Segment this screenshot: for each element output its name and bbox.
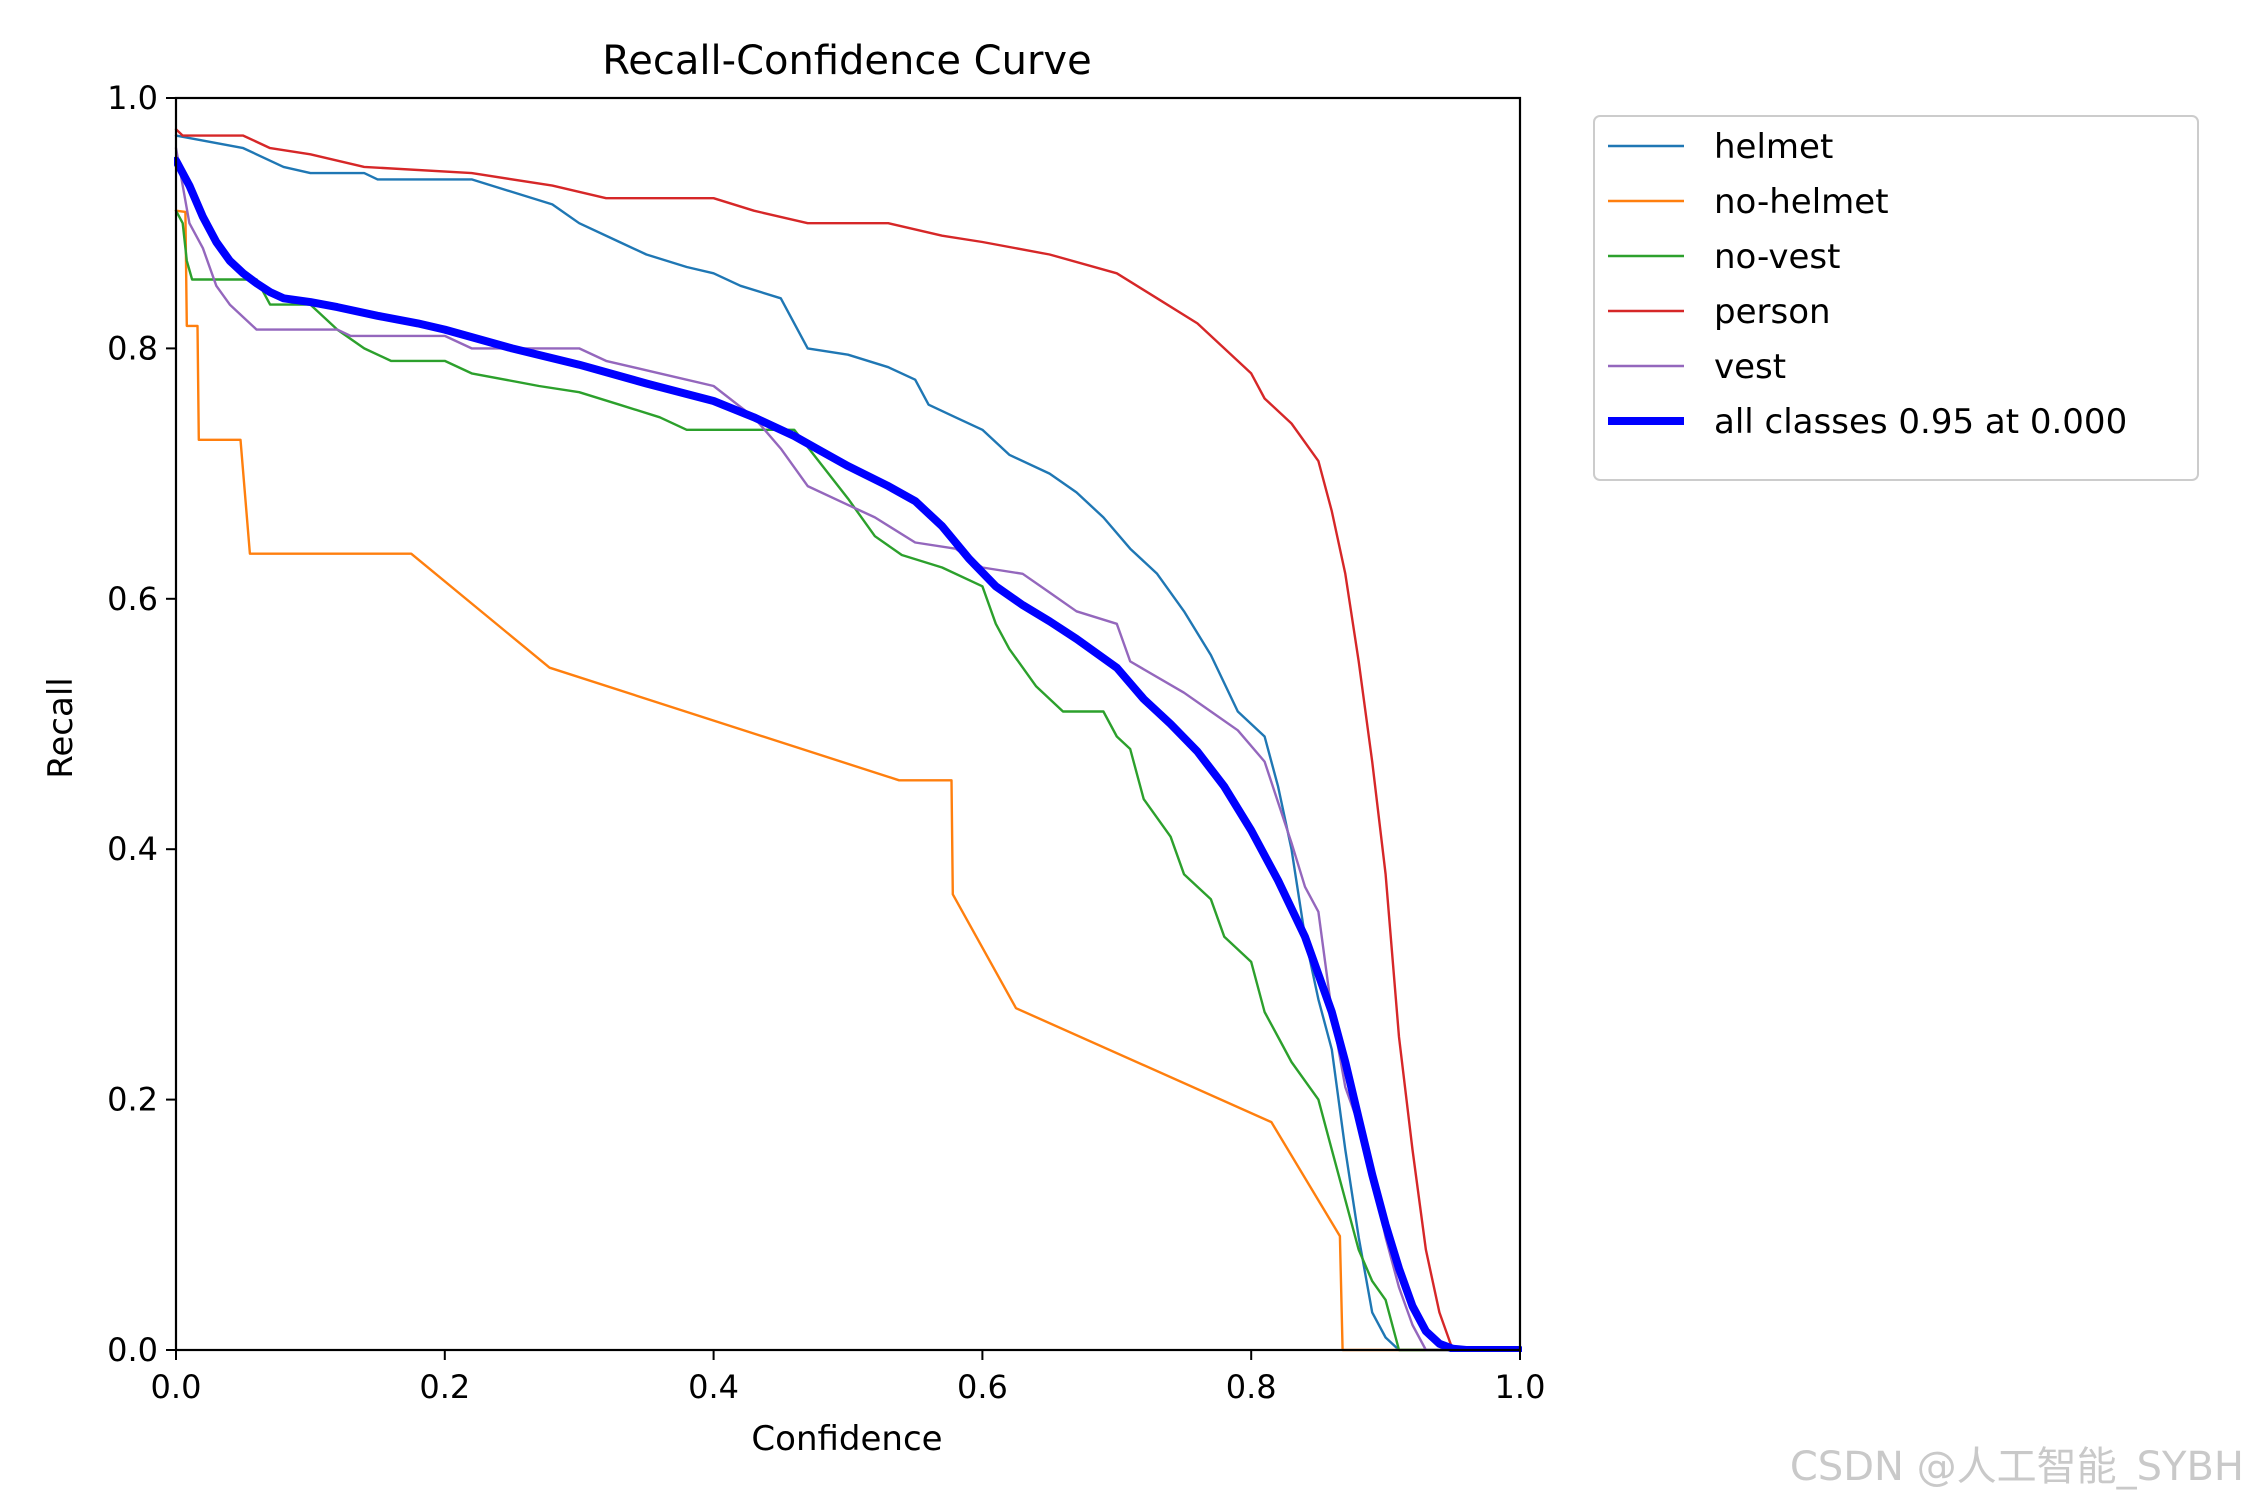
y-tick-label: 0.0: [107, 1331, 158, 1369]
y-tick-label: 1.0: [107, 79, 158, 117]
y-tick-label: 0.2: [107, 1081, 158, 1119]
legend-box: [1593, 115, 2199, 481]
legend-label-1: no-helmet: [1714, 182, 1889, 222]
legend-label-3: person: [1714, 292, 1831, 332]
legend: helmet no-helmet no-vest person vest all clas…: [1593, 115, 2199, 481]
legend-label-5: all classes 0.95 at 0.000: [1714, 402, 2127, 442]
x-tick-label: 0.0: [151, 1368, 202, 1406]
x-axis-label: Confidence: [751, 1419, 942, 1459]
watermark: CSDN @人工智能_SYBH: [1789, 1444, 2244, 1490]
chart-title: Recall-Confidence Curve: [602, 38, 1091, 84]
legend-label-0: helmet: [1714, 127, 1833, 167]
series-line-3: [174, 128, 1522, 1352]
plot-frame: [174, 96, 1522, 1352]
series-line-4: [174, 146, 1522, 1352]
x-tick-label: 0.8: [1226, 1368, 1277, 1406]
x-tick-label: 0.2: [419, 1368, 470, 1406]
legend-label-4: vest: [1714, 347, 1786, 387]
y-tick-label: 0.6: [107, 580, 158, 618]
y-axis-label: Recall: [41, 677, 81, 778]
series-layer: [174, 128, 1522, 1352]
x-tick-label: 0.6: [957, 1368, 1008, 1406]
x-tick-label: 1.0: [1495, 1368, 1546, 1406]
y-tick-label: 0.4: [107, 830, 158, 868]
axes-layer: 0.0 0.2 0.4 0.6 0.8 1.0 0.0 0.2 0.4 0.6 0.8 1.0: [107, 79, 1545, 1406]
series-line-5: [174, 156, 1522, 1352]
series-line-2: [174, 209, 1522, 1352]
legend-label-2: no-vest: [1714, 237, 1840, 277]
y-tick-label: 0.8: [107, 329, 158, 367]
series-line-0: [174, 134, 1522, 1352]
series-line-1: [174, 209, 1522, 1352]
x-tick-label: 0.4: [688, 1368, 739, 1406]
